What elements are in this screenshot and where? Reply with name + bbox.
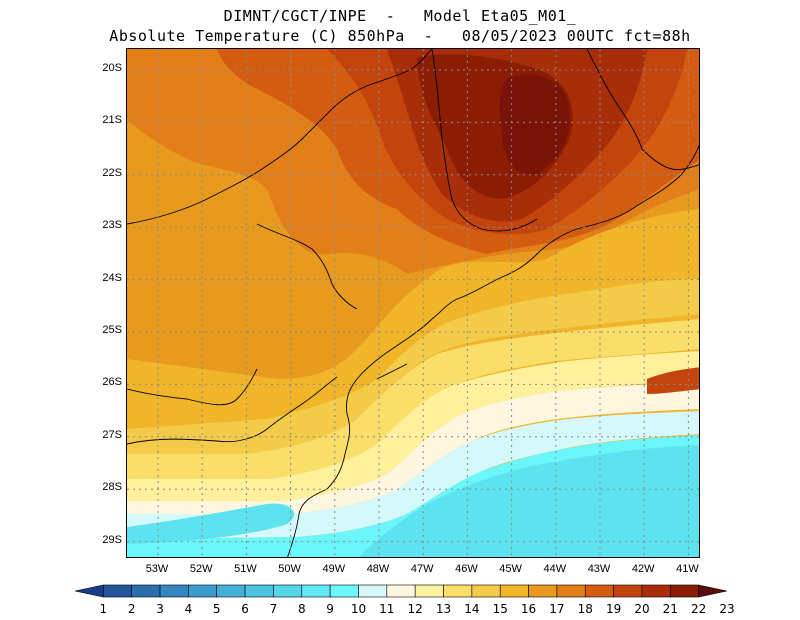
colorbar-label: 13 — [436, 602, 451, 616]
lon-tick-label: 47W — [410, 563, 434, 575]
chart-title-line-1: DIMNT/CGCT/INPE - Model Eta05_M01_ — [223, 7, 577, 25]
colorbar-swatch — [159, 584, 189, 598]
contour-8 — [359, 445, 699, 557]
lon-tick-label: 43W — [587, 563, 611, 575]
lon-tick-label: 51W — [234, 563, 257, 575]
colorbar-swatch — [386, 584, 416, 598]
colorbar-swatch — [273, 584, 303, 598]
colorbar-swatch — [443, 584, 473, 598]
colorbar-swatch — [329, 584, 359, 598]
lon-tick-label: 50W — [278, 563, 301, 575]
colorbar-label: 20 — [634, 602, 649, 616]
temperature-map — [126, 48, 700, 558]
colorbar-label: 19 — [606, 602, 621, 616]
colorbar-swatch — [74, 584, 104, 598]
colorbar-label: 15 — [493, 602, 508, 616]
colorbar-label: 14 — [464, 602, 479, 616]
colorbar-swatch — [414, 584, 444, 598]
colorbar-label: 4 — [185, 602, 193, 616]
colorbar-label: 2 — [128, 602, 136, 616]
lon-tick-label: 52W — [189, 563, 213, 575]
lat-tick-label: 20S — [102, 62, 122, 74]
contour-8b — [127, 503, 295, 544]
colorbar-swatch — [528, 584, 558, 598]
colorbar-swatch — [641, 584, 671, 598]
lat-tick-label: 21S — [102, 114, 122, 127]
contour-14 — [127, 279, 699, 454]
colorbar-label: 9 — [326, 602, 334, 616]
contour-warm-ocean — [647, 367, 699, 394]
lon-tick-label: 46W — [455, 563, 478, 575]
colorbar-swatch — [131, 584, 161, 598]
colorbar-swatch — [471, 584, 501, 598]
lat-tick-label: 25S — [102, 324, 122, 336]
colorbar-swatch — [556, 584, 586, 598]
colorbar-label: 22 — [691, 602, 706, 616]
colorbar-label: 17 — [549, 602, 564, 616]
chart-title-line-2: Absolute Temperature (C) 850hPa - 08/05/… — [109, 27, 691, 45]
lon-tick-label: 49W — [322, 563, 346, 575]
colorbar-label: 18 — [578, 602, 593, 616]
lat-tick-label: 26S — [102, 376, 122, 389]
contour-10 — [127, 411, 699, 539]
colorbar-swatch — [301, 584, 331, 598]
colorbar-label: 11 — [379, 602, 394, 616]
colorbar-swatch — [584, 584, 614, 598]
temperature-field — [127, 49, 699, 557]
colorbar-label: 23 — [719, 602, 734, 616]
colorbar-label: 7 — [270, 602, 278, 616]
contour-23 — [499, 74, 571, 175]
colorbar-label: 5 — [213, 602, 221, 616]
contour-15 — [127, 209, 699, 429]
colorbar-label: 12 — [408, 602, 423, 616]
colorbar-swatch — [499, 584, 529, 598]
colorbar-swatch — [613, 584, 643, 598]
lat-tick-label: 28S — [102, 481, 122, 494]
lon-tick-label: 53W — [145, 563, 169, 575]
lon-tick-label: 45W — [499, 563, 522, 575]
colorbar-swatch — [103, 584, 132, 598]
graticule — [127, 49, 699, 557]
lon-tick-label: 42W — [631, 563, 655, 575]
lon-tick-label: 44W — [543, 563, 567, 575]
lat-tick-label: 24S — [102, 271, 122, 284]
colorbar-label: 6 — [241, 602, 249, 616]
colorbar-label: 8 — [298, 602, 306, 616]
lon-tick-label: 41W — [676, 563, 699, 575]
colorbar-swatch — [188, 584, 218, 598]
colorbar-label: 10 — [351, 602, 366, 616]
lat-tick-label: 22S — [102, 166, 122, 179]
colorbar-swatch — [698, 584, 728, 598]
colorbar-label: 21 — [663, 602, 678, 616]
lat-tick-label: 29S — [102, 533, 122, 546]
lat-tick-label: 23S — [102, 219, 122, 232]
colorbar-label: 3 — [156, 602, 164, 616]
lon-tick-label: 48W — [366, 563, 390, 575]
contour-12 — [127, 351, 699, 501]
colorbar: 1 2 3 4 5 6 7 8 9 10 11 12 13 14 15 16 17 18 19 20 21 22 23 — [74, 584, 735, 616]
colorbar-label: 16 — [521, 602, 536, 616]
borders — [127, 49, 699, 557]
lat-tick-label: 27S — [102, 428, 122, 441]
colorbar-swatch — [244, 584, 274, 598]
colorbar-swatch — [670, 584, 699, 598]
colorbar-swatch — [216, 584, 246, 598]
colorbar-label: 1 — [100, 602, 108, 616]
colorbar-swatch — [358, 584, 388, 598]
contour-13 — [127, 319, 699, 479]
